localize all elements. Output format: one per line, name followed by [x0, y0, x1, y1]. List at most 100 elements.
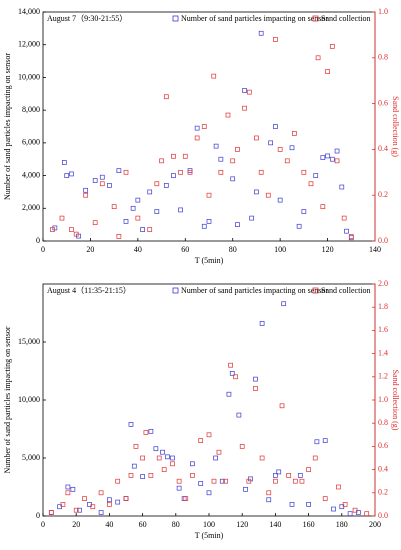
point: [292, 478, 298, 484]
point: [236, 412, 242, 418]
point: [48, 510, 54, 515]
y-tick-label: 8,000: [22, 105, 40, 114]
point: [198, 481, 204, 486]
y-tick-label: 6,000: [22, 138, 40, 147]
point: [286, 473, 292, 478]
point: [253, 376, 258, 382]
point: [253, 386, 258, 391]
point: [265, 192, 271, 198]
point: [289, 145, 295, 151]
point: [161, 467, 167, 472]
point: [64, 173, 70, 178]
point: [65, 484, 71, 490]
legend-marker: [172, 15, 179, 22]
point: [297, 473, 303, 478]
point: [228, 362, 233, 368]
y-tick-label: 0: [36, 236, 40, 245]
point: [279, 403, 285, 409]
y2-tick-label: 1.2: [378, 372, 388, 381]
point: [239, 444, 245, 449]
point: [178, 169, 183, 175]
point: [254, 189, 259, 195]
point: [211, 73, 217, 79]
point: [50, 227, 55, 232]
point: [194, 135, 200, 141]
y2-tick-label: 1.0: [378, 395, 388, 404]
point: [249, 215, 255, 221]
x-tick-label: 60: [139, 520, 147, 529]
point: [229, 370, 235, 376]
point: [284, 158, 290, 164]
point: [123, 496, 129, 501]
point: [352, 507, 358, 513]
point: [170, 461, 175, 467]
point: [258, 169, 264, 175]
point: [206, 432, 212, 438]
y-tick-label: 10,000: [18, 72, 40, 81]
point: [347, 511, 353, 517]
y2-tick-label: 2.0: [378, 279, 388, 288]
point: [344, 228, 349, 234]
point: [312, 455, 318, 461]
point: [82, 496, 87, 501]
point: [242, 105, 247, 111]
point: [116, 234, 122, 239]
point: [254, 135, 259, 141]
point: [292, 131, 297, 136]
point: [83, 187, 89, 193]
x-tick-label: 140: [269, 520, 281, 529]
point: [70, 486, 76, 492]
point: [48, 510, 54, 515]
y2-tick-label: 0.4: [378, 464, 388, 473]
point: [147, 189, 153, 195]
point: [230, 176, 236, 182]
point: [235, 222, 240, 227]
point: [334, 158, 340, 164]
point: [140, 474, 145, 479]
y2-tick-label: 0.0: [378, 236, 388, 245]
point: [133, 444, 139, 449]
point: [342, 502, 348, 507]
legend-label: Number of sand particles impacting on se…: [181, 14, 328, 23]
point: [187, 168, 193, 174]
point: [69, 227, 74, 232]
point: [156, 455, 162, 461]
point: [213, 455, 218, 461]
y2-tick-label: 0.2: [378, 190, 388, 199]
legend-label: Number of sand particles impacting on se…: [181, 286, 328, 295]
y2-tick-label: 1.8: [378, 302, 388, 311]
point: [123, 496, 129, 501]
y2-tick-label: 0.8: [378, 53, 388, 62]
point: [107, 497, 112, 503]
point: [314, 439, 320, 445]
plot-frame: [42, 283, 376, 517]
point: [273, 473, 278, 478]
y-tick-label: 14,000: [18, 7, 40, 16]
point: [73, 231, 79, 237]
point: [52, 225, 58, 231]
x-tick-label: 120: [236, 520, 248, 529]
point: [273, 478, 278, 484]
point: [225, 112, 231, 118]
point: [273, 37, 278, 42]
legend-marker: [172, 287, 179, 294]
point: [61, 160, 67, 165]
x-tick-label: 80: [172, 520, 180, 529]
point: [131, 463, 137, 469]
point: [268, 140, 274, 146]
point: [223, 478, 228, 484]
point: [187, 169, 193, 175]
y2-tick-label: 0.6: [378, 98, 388, 107]
point: [73, 507, 79, 513]
point: [148, 428, 154, 434]
point: [320, 155, 326, 160]
point: [301, 169, 307, 175]
y-tick-label: 4,000: [22, 170, 40, 179]
legend-marker: [312, 287, 319, 294]
point: [128, 473, 134, 478]
point: [259, 455, 265, 461]
point: [153, 446, 159, 452]
x-tick-label: 200: [369, 520, 381, 529]
point: [277, 147, 283, 152]
point: [322, 438, 328, 443]
